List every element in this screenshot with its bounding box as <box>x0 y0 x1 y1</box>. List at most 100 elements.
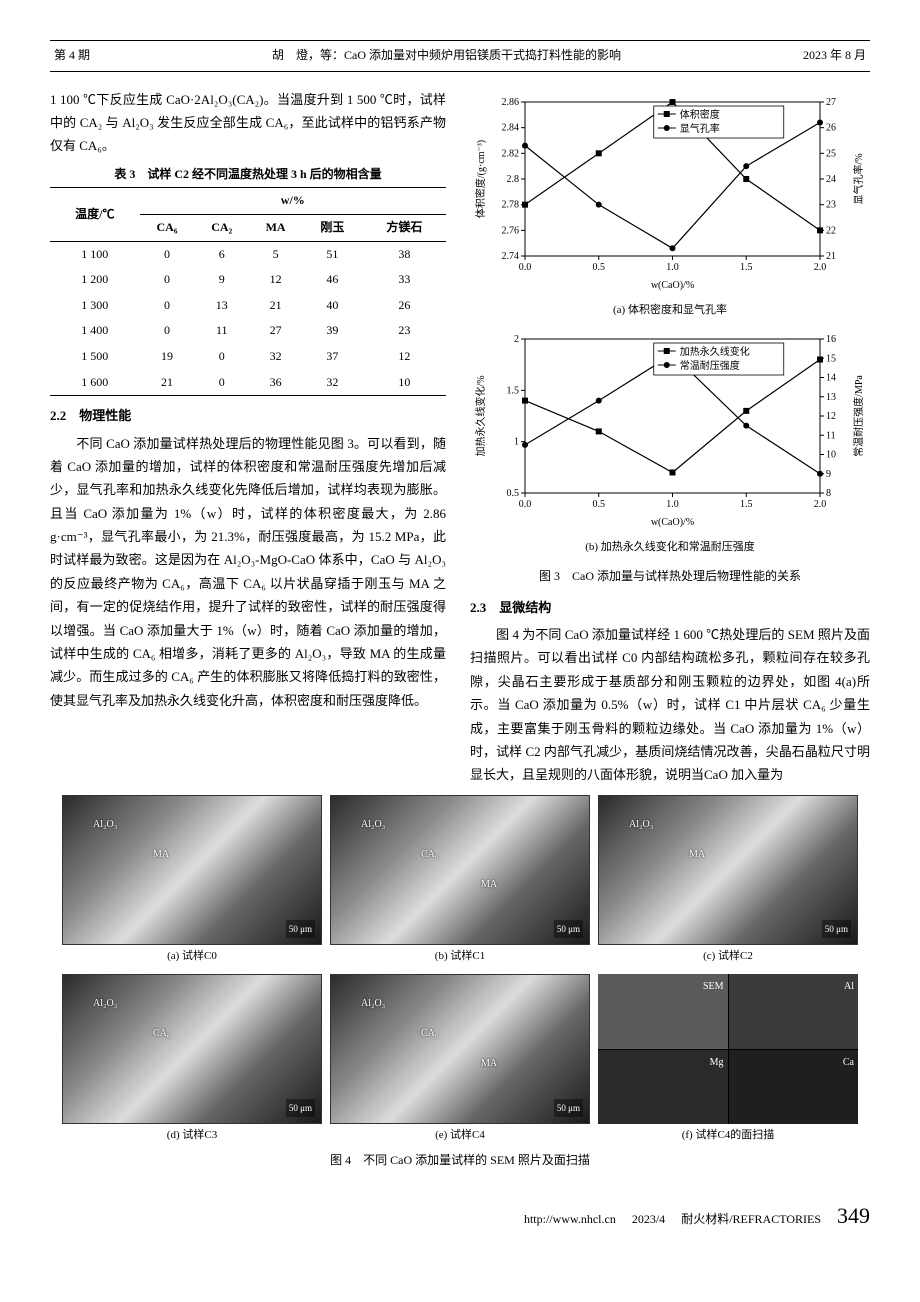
header-issue: 第 4 期 <box>54 45 90 67</box>
table3-cell: 0 <box>194 370 249 396</box>
sem-panel-caption: (d) 试样C3 <box>62 1126 322 1146</box>
scale-bar: 50 μm <box>822 920 851 938</box>
table3-cell: 0 <box>140 293 195 319</box>
svg-text:常温耐压强度/MPa: 常温耐压强度/MPa <box>852 374 865 456</box>
table3-cell: 1 400 <box>50 318 140 344</box>
section-2-2-title: 2.2 物理性能 <box>50 404 446 427</box>
table3-groupheader: w/% <box>140 188 446 215</box>
fig4-caption: 图 4 不同 CaO 添加量试样的 SEM 照片及面扫描 <box>50 1150 870 1172</box>
svg-text:25: 25 <box>826 148 836 159</box>
sem-phase-label: MA <box>689 846 705 864</box>
table3-cell: 9 <box>194 267 249 293</box>
svg-text:0.0: 0.0 <box>519 262 532 273</box>
footer-page: 349 <box>837 1196 870 1236</box>
svg-text:2.0: 2.0 <box>814 499 827 510</box>
sem-panel-caption: (e) 试样C4 <box>330 1126 590 1146</box>
svg-text:w(CaO)/%: w(CaO)/% <box>651 280 694 291</box>
section-2-3-body: 图 4 为不同 CaO 添加量试样经 1 600 ℃热处理后的 SEM 照片及面… <box>470 623 870 787</box>
table3-cell: 21 <box>140 370 195 396</box>
sem-panel-b: Al₂O₃CA₆MA50 μm(b) 试样C1 <box>330 795 590 967</box>
svg-text:22: 22 <box>826 225 836 236</box>
sem-phase-label: Al₂O₃ <box>361 995 385 1013</box>
svg-text:1.5: 1.5 <box>507 385 520 396</box>
svg-text:27: 27 <box>826 97 836 108</box>
chart-a-caption: (a) 体积密度和显气孔率 <box>470 301 870 321</box>
header-date: 2023 年 8 月 <box>803 45 866 67</box>
svg-text:显气孔率/%: 显气孔率/% <box>852 153 865 204</box>
svg-text:体积密度/(g·cm⁻³): 体积密度/(g·cm⁻³) <box>474 139 487 217</box>
svg-text:2.74: 2.74 <box>502 251 520 262</box>
svg-text:1: 1 <box>514 436 519 447</box>
svg-text:0.0: 0.0 <box>519 499 532 510</box>
chart-a: 0.00.51.01.52.02.742.762.782.82.822.842.… <box>470 92 870 321</box>
intro-paragraph: 1 100 ℃下反应生成 CaO·2Al₂O₃(CA₂)。当温度升到 1 500… <box>50 88 446 158</box>
svg-text:2.86: 2.86 <box>502 97 520 108</box>
svg-text:体积密度: 体积密度 <box>680 108 720 121</box>
sem-panel-f: SEMAlMgCa(f) 试样C4的面扫描 <box>598 974 858 1146</box>
footer-url: http://www.nhcl.cn <box>524 1209 616 1231</box>
header-title: 胡 燈，等：CaO 添加量对中频炉用铝镁质干式捣打料性能的影响 <box>272 45 621 67</box>
svg-text:w(CaO)/%: w(CaO)/% <box>651 517 694 528</box>
sem-panel-caption: (f) 试样C4的面扫描 <box>598 1126 858 1146</box>
page-header: 第 4 期 胡 燈，等：CaO 添加量对中频炉用铝镁质干式捣打料性能的影响 20… <box>50 45 870 72</box>
table3-cell: 1 500 <box>50 344 140 370</box>
table3-cell: 1 300 <box>50 293 140 319</box>
sem-phase-label: MA <box>481 1055 497 1073</box>
table3-col: 刚玉 <box>302 214 363 241</box>
sem-map-sem: SEM <box>598 974 728 1049</box>
table3-cell: 1 600 <box>50 370 140 396</box>
table3-cell: 5 <box>249 241 302 267</box>
table3-cell: 27 <box>249 318 302 344</box>
svg-text:1.0: 1.0 <box>666 262 679 273</box>
svg-text:2.82: 2.82 <box>502 148 520 159</box>
svg-text:2.76: 2.76 <box>502 225 520 236</box>
svg-text:常温耐压强度: 常温耐压强度 <box>680 359 740 372</box>
svg-text:0.5: 0.5 <box>593 262 606 273</box>
scale-bar: 50 μm <box>554 1099 583 1117</box>
svg-text:2.78: 2.78 <box>502 199 520 210</box>
svg-text:2.0: 2.0 <box>814 262 827 273</box>
sem-phase-label: CA₆ <box>153 1025 170 1043</box>
sem-panel-c: Al₂O₃MA50 μm(c) 试样C2 <box>598 795 858 967</box>
fig3-caption: 图 3 CaO 添加量与试样热处理后物理性能的关系 <box>470 566 870 588</box>
table3-cell: 51 <box>302 241 363 267</box>
svg-text:23: 23 <box>826 199 836 210</box>
table3-cell: 12 <box>249 267 302 293</box>
sem-panel-caption: (b) 试样C1 <box>330 947 590 967</box>
table3-cell: 13 <box>194 293 249 319</box>
table3-col: CA₆ <box>140 214 195 241</box>
sem-phase-label: Al₂O₃ <box>629 816 653 834</box>
svg-text:1.5: 1.5 <box>740 499 753 510</box>
sem-phase-label: Al₂O₃ <box>93 816 117 834</box>
section-2-2-body: 不同 CaO 添加量试样热处理后的物理性能见图 3。可以看到，随着 CaO 添加… <box>50 432 446 713</box>
table3-cell: 36 <box>249 370 302 396</box>
table3-cell: 19 <box>140 344 195 370</box>
svg-text:2.84: 2.84 <box>502 122 520 133</box>
scale-bar: 50 μm <box>554 920 583 938</box>
svg-text:12: 12 <box>826 411 836 422</box>
table3-cell: 1 100 <box>50 241 140 267</box>
page-footer: http://www.nhcl.cn 2023/4 耐火材料/REFRACTOR… <box>50 1196 870 1236</box>
svg-text:2: 2 <box>514 334 519 345</box>
table3-cell: 12 <box>363 344 446 370</box>
table3-cell: 0 <box>140 318 195 344</box>
table3-cell: 21 <box>249 293 302 319</box>
svg-text:8: 8 <box>826 488 831 499</box>
table3-col: 方镁石 <box>363 214 446 241</box>
table3-caption: 表 3 试样 C2 经不同温度热处理 3 h 后的物相含量 <box>50 164 446 186</box>
svg-text:1.5: 1.5 <box>740 262 753 273</box>
scale-bar: 50 μm <box>286 920 315 938</box>
footer-journal: 耐火材料/REFRACTORIES <box>681 1209 821 1231</box>
sem-phase-label: Al₂O₃ <box>93 995 117 1013</box>
table3: 温度/℃ w/% CA₆CA₂MA刚玉方镁石 1 10006551381 200… <box>50 187 446 396</box>
svg-text:11: 11 <box>826 430 836 441</box>
sem-map-al: Al <box>729 974 859 1049</box>
svg-text:10: 10 <box>826 449 836 460</box>
sem-panel-caption: (a) 试样C0 <box>62 947 322 967</box>
table3-cell: 0 <box>140 267 195 293</box>
sem-map-mg: Mg <box>598 1050 728 1125</box>
svg-text:13: 13 <box>826 392 836 403</box>
sem-panel-e: Al₂O₃CA₆MA50 μm(e) 试样C4 <box>330 974 590 1146</box>
svg-text:15: 15 <box>826 353 836 364</box>
chart-b-caption: (b) 加热永久线变化和常温耐压强度 <box>470 538 870 558</box>
